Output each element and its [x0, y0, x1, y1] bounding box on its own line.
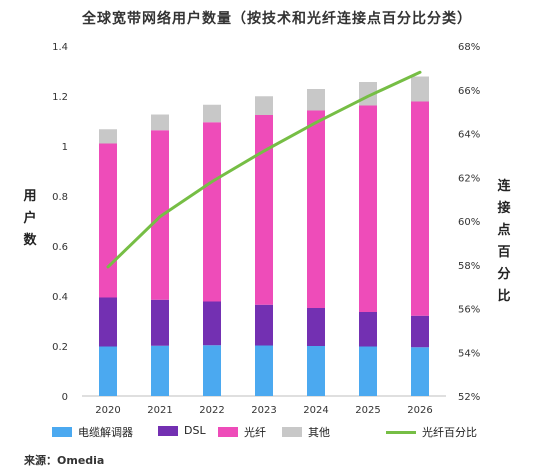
- y-tick-label: 1.4: [52, 42, 68, 53]
- bar-dsl-2021: [151, 299, 169, 346]
- legend-swatch-fiber: [218, 427, 238, 437]
- legend-item-fiber-pct: 光纤百分比: [386, 424, 477, 440]
- y-tick-label: 0.4: [52, 292, 68, 303]
- legend-item-dsl: DSL: [158, 424, 206, 437]
- bar-fiber-2022: [203, 122, 221, 302]
- x-tick-label: 2021: [147, 405, 172, 416]
- y-tick-label: 0.2: [52, 342, 68, 353]
- y-tick-label: 0: [62, 392, 68, 403]
- bar-modem-2020: [99, 346, 117, 396]
- legend-item-fiber: 光纤: [218, 424, 266, 440]
- y2-tick-label: 56%: [458, 305, 480, 316]
- y2-tick-label: 54%: [458, 348, 480, 359]
- legend-label-other: 其他: [308, 426, 330, 439]
- y2-tick-label: 52%: [458, 392, 480, 403]
- x-tick-label: 2024: [303, 405, 328, 416]
- y-tick-label: 1.2: [52, 92, 68, 103]
- bar-modem-2026: [411, 347, 429, 396]
- x-tick-label: 2022: [199, 405, 224, 416]
- bar-dsl-2026: [411, 315, 429, 348]
- x-tick-label: 2023: [251, 405, 276, 416]
- y2-tick-label: 66%: [458, 86, 480, 97]
- legend-item-modem: 电缆解调器: [52, 424, 133, 440]
- y-tick-label: 0.8: [52, 192, 68, 203]
- legend-swatch-other: [282, 427, 302, 437]
- bar-other-2026: [411, 76, 429, 102]
- y2-tick-label: 58%: [458, 261, 480, 272]
- bar-fiber-2025: [359, 105, 377, 312]
- bar-fiber-2024: [307, 110, 325, 308]
- legend-item-other: 其他: [282, 424, 330, 440]
- y-axis-right-label: 连接点百分比: [497, 179, 511, 304]
- y2-tick-label: 68%: [458, 42, 480, 53]
- bar-modem-2023: [255, 345, 273, 396]
- bar-other-2020: [99, 129, 117, 144]
- bar-modem-2022: [203, 345, 221, 396]
- y2-tick-label: 60%: [458, 217, 480, 228]
- bar-other-2023: [255, 96, 273, 115]
- bar-fiber-2026: [411, 101, 429, 316]
- legend-label-fiber: 光纤: [244, 426, 266, 439]
- y-tick-label: 1: [62, 142, 68, 153]
- line-fiber-percent: [106, 70, 422, 269]
- y-axis-left-label: 用户数: [23, 189, 37, 248]
- bar-fiber-2020: [99, 143, 117, 298]
- x-tick-label: 2025: [355, 405, 380, 416]
- bar-dsl-2025: [359, 312, 377, 347]
- bar-modem-2025: [359, 346, 377, 396]
- legend-swatch-dsl: [158, 425, 178, 436]
- bar-other-2024: [307, 89, 325, 111]
- bar-dsl-2024: [307, 308, 325, 346]
- bar-modem-2021: [151, 345, 169, 396]
- bar-dsl-2020: [99, 297, 117, 347]
- legend-label-dsl: DSL: [184, 424, 206, 437]
- legend-swatch-modem: [52, 427, 72, 437]
- legend-label-modem: 电缆解调器: [78, 426, 133, 439]
- bar-dsl-2022: [203, 301, 221, 346]
- bar-dsl-2023: [255, 304, 273, 346]
- bar-other-2021: [151, 114, 169, 131]
- x-tick-label: 2020: [95, 405, 120, 416]
- y-tick-label: 0.6: [52, 242, 68, 253]
- y2-tick-label: 62%: [458, 173, 480, 184]
- legend-label-fiber-pct: 光纤百分比: [422, 426, 477, 439]
- legend: 电缆解调器 DSL 光纤 其他 光纤百分比: [0, 424, 554, 442]
- bar-modem-2024: [307, 346, 325, 396]
- legend-line-fiber-pct: [386, 430, 416, 434]
- bar-other-2022: [203, 104, 221, 123]
- bar-fiber-2023: [255, 115, 273, 305]
- x-tick-label: 2026: [407, 405, 432, 416]
- source-note: 来源：Omedia: [24, 454, 105, 467]
- y2-tick-label: 64%: [458, 130, 480, 141]
- chart-title: 全球宽带网络用户数量（按技术和光纤连接点百分比分类）: [82, 11, 472, 27]
